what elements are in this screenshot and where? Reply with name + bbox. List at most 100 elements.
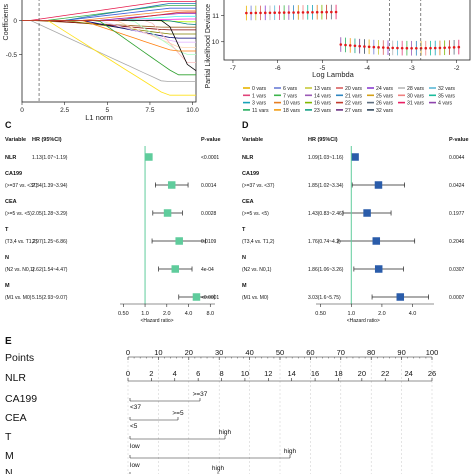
row-hr-text: 1.09(1.03~1.16) xyxy=(308,155,344,161)
legend-label: 10 vars xyxy=(283,101,300,107)
row-p-value: <0.0001 xyxy=(201,295,219,301)
legend-label: 11 vars xyxy=(252,108,269,114)
cv-point xyxy=(452,46,456,49)
row-variable: T xyxy=(242,227,246,233)
cv-point xyxy=(448,46,451,49)
legend-label: 1 vars xyxy=(252,93,267,99)
x-axis-label: Log Lambda xyxy=(312,70,355,79)
row-subgroup: (>=5 vs. <5) xyxy=(5,211,32,217)
plot-frame xyxy=(21,0,197,103)
hr-point xyxy=(192,293,201,301)
row-subgroup: (N2 vs. N0,1) xyxy=(242,267,272,273)
row-variable: CA199 xyxy=(242,171,259,177)
x-tick-label: -3 xyxy=(409,65,415,72)
legend-label: 27 vars xyxy=(345,108,362,114)
cv-point xyxy=(334,10,338,14)
points-tick-label: 70 xyxy=(337,348,345,357)
row-subgroup: (M1 vs. M0) xyxy=(242,295,269,301)
cv-point xyxy=(433,46,437,50)
category-low-label: low xyxy=(130,462,140,469)
category-high-label: high xyxy=(284,448,297,455)
cv-point xyxy=(306,11,310,14)
points-tick-label: 0 xyxy=(126,348,130,357)
nlr-tick-label: 24 xyxy=(404,369,412,378)
row-hr-text: 1.43(0.83~2.46) xyxy=(308,211,344,217)
cv-point xyxy=(443,46,446,50)
cv-point xyxy=(391,46,395,50)
row-p-value: <0.0001 xyxy=(201,155,219,161)
row-hr-text: 1.86(1.06~3.26) xyxy=(308,267,344,273)
x-axis-label: <Hazard ratio> xyxy=(347,318,380,324)
x-tick-label: -4 xyxy=(364,65,370,72)
row-p-value: 0.2046 xyxy=(449,239,465,245)
legend-label: 26 vars xyxy=(376,101,393,107)
nlr-tick-label: 12 xyxy=(264,369,272,378)
x-tick-label: 4.0 xyxy=(409,311,417,317)
cv-point xyxy=(348,44,352,47)
legend-label: 4 vars xyxy=(438,101,453,107)
nlr-tick-label: 22 xyxy=(381,369,389,378)
hr-point xyxy=(374,265,383,273)
row-variable: N xyxy=(5,255,9,261)
legend-label: 35 vars xyxy=(438,93,455,99)
row-hr-text: 2.97(1.25~6.86) xyxy=(32,239,68,245)
hr-header: HR (95%CI) xyxy=(308,137,338,143)
cv-point xyxy=(282,11,286,14)
x-tick-label: -7 xyxy=(230,65,236,72)
hr-point xyxy=(145,153,153,161)
x-tick-label: 5 xyxy=(105,107,109,114)
category-high-label: >=37 xyxy=(193,391,208,398)
coefficient-path xyxy=(22,11,196,21)
cv-point xyxy=(429,46,432,50)
cv-point xyxy=(344,43,347,47)
cv-point xyxy=(353,44,357,48)
nlr-tick-label: 4 xyxy=(173,369,177,378)
x-tick-label: 10.0 xyxy=(186,107,199,114)
row-subgroup: (M1 vs. M0) xyxy=(5,295,32,301)
legend-label: 3 vars xyxy=(252,101,267,107)
panel-a-coefficient-paths: Coefficients 0-0.50 2.5 5 7.5 10.0L1 norm xyxy=(3,0,199,122)
points-tick-label: 10 xyxy=(154,348,162,357)
row-variable: M xyxy=(5,283,10,289)
row-hr-text: 3.03(1.6~5.75) xyxy=(308,295,341,301)
cv-point xyxy=(339,43,343,46)
cv-point xyxy=(249,11,253,15)
legend-label: 23 vars xyxy=(314,108,331,114)
cv-point xyxy=(410,46,413,50)
p-header: P-value xyxy=(449,137,469,143)
row-label: N xyxy=(5,467,13,474)
points-tick-label: 90 xyxy=(397,348,405,357)
legend-label: 21 vars xyxy=(345,93,362,99)
x-tick-label: 1.0 xyxy=(141,311,149,317)
panel-letter: D xyxy=(242,120,249,130)
row-label: NLR xyxy=(5,372,26,384)
cv-point xyxy=(311,10,314,14)
row-label: CA199 xyxy=(5,393,37,405)
legend-label: 6 vars xyxy=(283,86,298,92)
nlr-tick-label: 14 xyxy=(288,369,296,378)
coefficient-path xyxy=(22,0,196,21)
row-variable: CEA xyxy=(5,199,17,205)
cv-point xyxy=(268,11,272,15)
cv-point xyxy=(315,10,319,14)
row-subgroup: (>=37 vs. <37) xyxy=(5,183,38,189)
points-tick-label: 40 xyxy=(245,348,253,357)
nlr-tick-label: 10 xyxy=(241,369,249,378)
hr-point xyxy=(171,265,180,273)
category-low-label: low xyxy=(130,443,140,450)
panel-b-cv-deviance: Partial Likelihood Deviance 11 10 -7 -6 -5 -4 -… xyxy=(205,0,471,114)
points-tick-label: 100 xyxy=(426,348,439,357)
nlr-tick-label: 16 xyxy=(311,369,319,378)
x-tick-label: -5 xyxy=(320,65,326,72)
cv-point xyxy=(386,46,390,50)
coefficient-path xyxy=(22,19,196,43)
row-variable: CEA xyxy=(242,199,254,205)
hr-point xyxy=(163,209,172,217)
legend-label: 13 vars xyxy=(314,86,331,92)
x-tick-label: 1.0 xyxy=(347,311,355,317)
row-variable: N xyxy=(242,255,246,261)
nlr-tick-label: 18 xyxy=(334,369,342,378)
p-header: P-value xyxy=(201,137,221,143)
variable-header: Variable xyxy=(5,137,26,143)
